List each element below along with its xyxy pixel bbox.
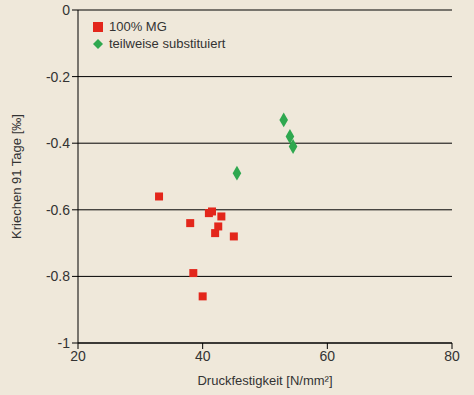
svg-text:-0.6: -0.6 <box>46 202 70 218</box>
svg-text:20: 20 <box>70 348 86 364</box>
svg-text:60: 60 <box>320 348 336 364</box>
svg-text:-0.2: -0.2 <box>46 69 70 85</box>
html-text:teilweise substituiert: teilweise substituiert <box>109 36 226 51</box>
svg-text:40: 40 <box>195 348 211 364</box>
svg-text:-1: -1 <box>58 335 71 351</box>
svg-text:-0.8: -0.8 <box>46 268 70 284</box>
svg-text:80: 80 <box>444 348 460 364</box>
svg-text:Druckfestigkeit [N/mm²]: Druckfestigkeit [N/mm²] <box>197 373 332 388</box>
svg-text:-0.4: -0.4 <box>46 135 70 151</box>
svg-text:Kriechen 91 Tage [‰]: Kriechen 91 Tage [‰] <box>9 114 24 239</box>
html-text:100% MG: 100% MG <box>109 19 167 34</box>
svg-text:0: 0 <box>62 2 70 18</box>
